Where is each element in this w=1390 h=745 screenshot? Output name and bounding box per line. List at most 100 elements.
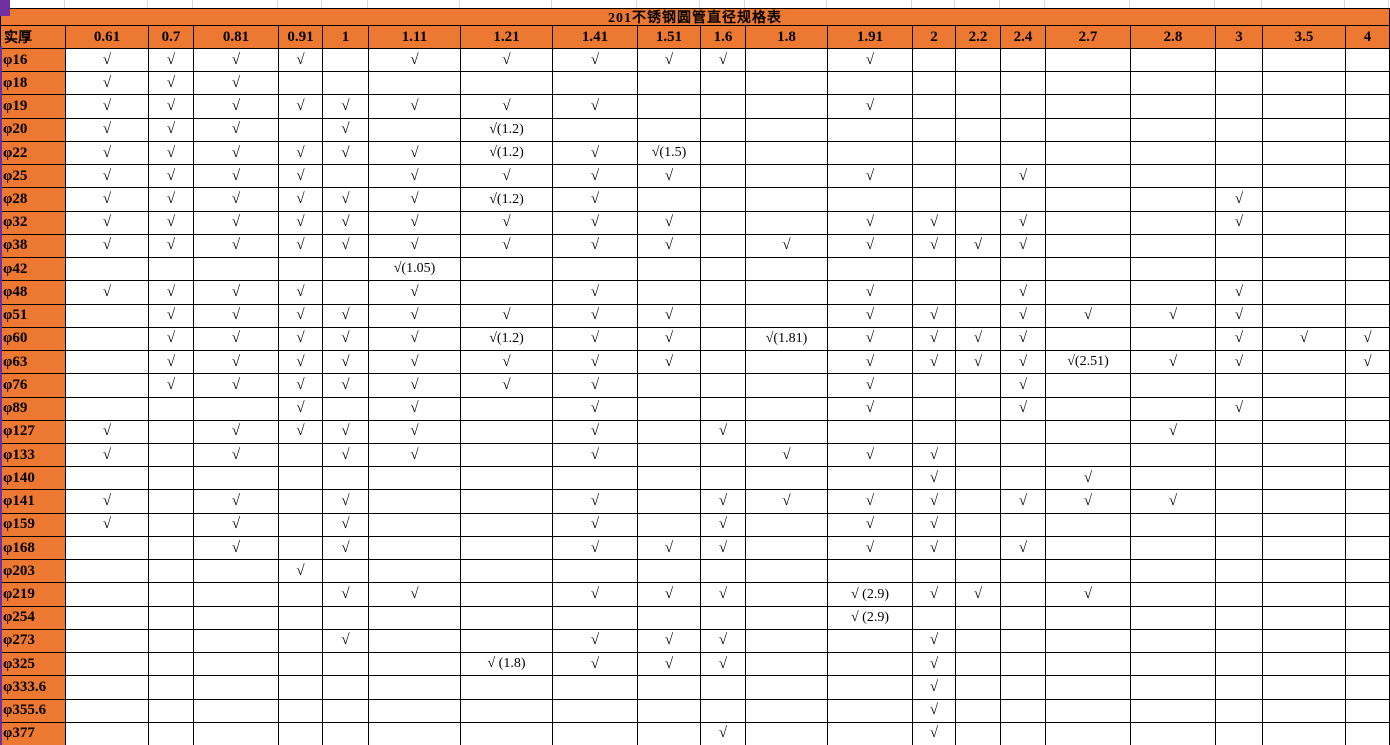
check-cell[interactable]: √ — [279, 49, 323, 73]
check-cell[interactable]: √ — [279, 141, 323, 166]
check-cell[interactable]: √ — [746, 490, 828, 514]
empty-cell[interactable] — [279, 258, 323, 282]
empty-cell[interactable] — [149, 536, 194, 561]
empty-cell[interactable] — [461, 606, 553, 630]
empty-cell[interactable] — [323, 606, 369, 630]
empty-cell[interactable] — [553, 722, 638, 745]
empty-cell[interactable] — [194, 699, 279, 723]
empty-cell[interactable] — [1131, 165, 1216, 189]
empty-cell[interactable] — [553, 606, 638, 630]
empty-cell[interactable] — [701, 304, 746, 328]
empty-cell[interactable] — [1263, 374, 1346, 398]
check-cell[interactable]: √ — [369, 234, 461, 259]
check-cell[interactable]: √ — [369, 49, 461, 73]
empty-cell[interactable] — [1263, 583, 1346, 607]
empty-cell[interactable] — [1001, 583, 1046, 607]
check-cell[interactable]: √ — [461, 374, 553, 398]
empty-cell[interactable] — [746, 699, 828, 723]
empty-cell[interactable] — [1216, 165, 1263, 189]
check-cell[interactable]: √ — [194, 304, 279, 328]
empty-cell[interactable] — [1216, 258, 1263, 282]
check-cell[interactable]: √ — [746, 234, 828, 259]
empty-cell[interactable] — [956, 118, 1001, 142]
check-cell[interactable]: √ — [66, 72, 149, 96]
empty-cell[interactable] — [1216, 722, 1263, 745]
check-cell[interactable]: √ — [1131, 490, 1216, 514]
empty-cell[interactable] — [553, 676, 638, 700]
empty-cell[interactable] — [461, 397, 553, 421]
check-cell[interactable]: √ — [1001, 536, 1046, 561]
check-cell[interactable]: √(1.81) — [746, 327, 828, 352]
empty-cell[interactable] — [194, 629, 279, 654]
check-cell[interactable]: √ — [1216, 327, 1263, 352]
empty-cell[interactable] — [1263, 560, 1346, 584]
empty-cell[interactable] — [1263, 443, 1346, 468]
check-cell[interactable]: √ — [1001, 397, 1046, 421]
empty-cell[interactable] — [828, 699, 913, 723]
empty-cell[interactable] — [1046, 281, 1131, 305]
check-cell[interactable]: √ — [1046, 467, 1131, 491]
empty-cell[interactable] — [1346, 281, 1390, 305]
row-label-cell[interactable]: φ51 — [1, 304, 66, 328]
check-cell[interactable]: √(1.2) — [461, 118, 553, 142]
empty-cell[interactable] — [701, 699, 746, 723]
check-cell[interactable]: √ — [279, 188, 323, 212]
empty-cell[interactable] — [956, 49, 1001, 73]
empty-cell[interactable] — [1131, 722, 1216, 745]
check-cell[interactable]: √ — [369, 351, 461, 375]
check-cell[interactable]: √(1.5) — [638, 141, 701, 166]
check-cell[interactable]: √ — [149, 211, 194, 235]
check-cell[interactable]: √ — [323, 443, 369, 468]
check-cell[interactable]: √ — [553, 397, 638, 421]
empty-cell[interactable] — [746, 560, 828, 584]
empty-cell[interactable] — [1263, 304, 1346, 328]
empty-cell[interactable] — [1263, 281, 1346, 305]
empty-cell[interactable] — [1131, 699, 1216, 723]
row-label-cell[interactable]: φ16 — [1, 49, 66, 73]
empty-cell[interactable] — [1263, 676, 1346, 700]
empty-cell[interactable] — [638, 490, 701, 514]
empty-cell[interactable] — [701, 165, 746, 189]
check-cell[interactable]: √ — [1346, 327, 1390, 352]
empty-cell[interactable] — [1046, 676, 1131, 700]
empty-cell[interactable] — [461, 258, 553, 282]
empty-cell[interactable] — [369, 629, 461, 654]
row-label-cell[interactable]: φ32 — [1, 211, 66, 235]
check-cell[interactable]: √ — [461, 211, 553, 235]
check-cell[interactable]: √ — [638, 583, 701, 607]
empty-cell[interactable] — [913, 606, 956, 630]
empty-cell[interactable] — [1131, 467, 1216, 491]
empty-cell[interactable] — [1216, 560, 1263, 584]
empty-cell[interactable] — [149, 560, 194, 584]
check-cell[interactable]: √ — [553, 327, 638, 352]
check-cell[interactable]: √ — [149, 188, 194, 212]
empty-cell[interactable] — [1346, 629, 1390, 654]
empty-cell[interactable] — [1346, 606, 1390, 630]
empty-cell[interactable] — [638, 95, 701, 119]
check-cell[interactable]: √ — [323, 141, 369, 166]
check-cell[interactable]: √ — [701, 536, 746, 561]
empty-cell[interactable] — [638, 722, 701, 745]
empty-cell[interactable] — [1216, 141, 1263, 166]
empty-cell[interactable] — [149, 513, 194, 537]
check-cell[interactable]: √ — [828, 327, 913, 352]
empty-cell[interactable] — [369, 722, 461, 745]
empty-cell[interactable] — [1263, 211, 1346, 235]
empty-cell[interactable] — [638, 420, 701, 444]
empty-cell[interactable] — [1346, 374, 1390, 398]
empty-cell[interactable] — [1131, 653, 1216, 677]
empty-cell[interactable] — [1131, 188, 1216, 212]
empty-cell[interactable] — [746, 258, 828, 282]
empty-cell[interactable] — [638, 118, 701, 142]
empty-cell[interactable] — [66, 304, 149, 328]
empty-cell[interactable] — [369, 467, 461, 491]
check-cell[interactable]: √ — [369, 281, 461, 305]
empty-cell[interactable] — [1131, 258, 1216, 282]
empty-cell[interactable] — [1046, 629, 1131, 654]
row-label-cell[interactable]: φ19 — [1, 95, 66, 119]
row-label-cell[interactable]: φ219 — [1, 583, 66, 607]
empty-cell[interactable] — [956, 443, 1001, 468]
empty-cell[interactable] — [66, 258, 149, 282]
empty-cell[interactable] — [1216, 467, 1263, 491]
empty-cell[interactable] — [279, 72, 323, 96]
